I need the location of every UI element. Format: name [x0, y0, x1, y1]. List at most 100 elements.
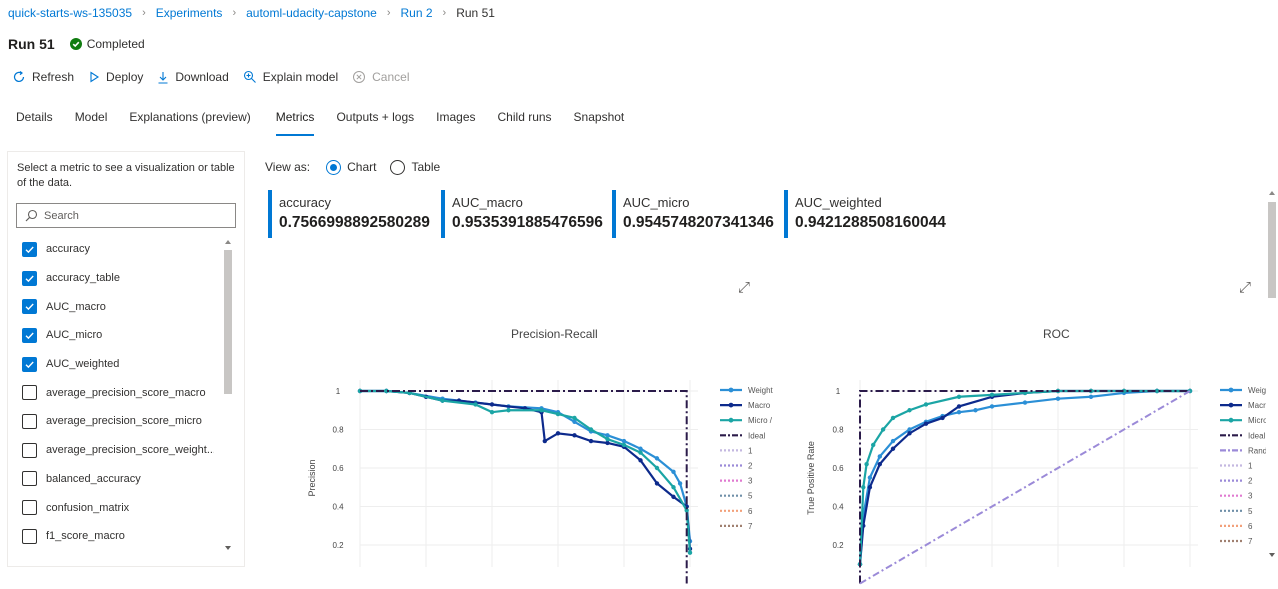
metric-list-item[interactable]: confusion_matrix — [22, 493, 214, 522]
table-radio[interactable] — [390, 159, 406, 175]
y-tick-label: 1 — [336, 387, 341, 396]
series-line — [360, 390, 688, 584]
tab-outputs-logs[interactable]: Outputs + logs — [336, 110, 415, 124]
y-tick-label: 0.4 — [332, 503, 344, 512]
checkmark-icon — [25, 361, 34, 368]
data-point — [956, 394, 962, 399]
data-point — [907, 427, 912, 432]
table-radio-label[interactable]: Table — [411, 160, 441, 174]
explain-model-button[interactable]: Explain model — [243, 70, 338, 84]
metric-checkbox[interactable] — [22, 327, 37, 343]
series-line — [360, 389, 692, 549]
y-tick-label: 1 — [836, 387, 841, 396]
metric-checkbox[interactable] — [22, 385, 37, 401]
metric-list-item[interactable]: AUC_macro — [22, 292, 214, 321]
metric-card-accuracy: accuracy 0.7566998892580289 — [268, 190, 430, 238]
metric-card-label: accuracy — [279, 195, 332, 210]
legend-label: Micro / — [748, 416, 773, 425]
legend-label: 1 — [1248, 462, 1253, 471]
metric-list-item[interactable]: AUC_micro — [22, 321, 214, 350]
metric-checkbox[interactable] — [22, 471, 37, 487]
series-line — [360, 389, 692, 542]
data-point — [1121, 388, 1127, 394]
data-point — [489, 409, 495, 415]
legend-label: Macro — [748, 401, 771, 410]
data-point — [572, 419, 577, 424]
metric-checkbox[interactable] — [22, 356, 37, 372]
tab-details[interactable]: Details — [16, 110, 53, 124]
legend-label: Ideal — [748, 431, 766, 440]
metric-label: AUC_weighted — [46, 358, 120, 371]
status-badge: Completed — [69, 37, 145, 51]
metric-checkbox[interactable] — [22, 413, 37, 429]
series-line — [859, 390, 1190, 584]
data-point — [555, 411, 561, 417]
data-point — [506, 408, 511, 413]
tab-child-runs[interactable]: Child runs — [497, 110, 552, 124]
metric-checkbox[interactable] — [22, 528, 37, 544]
metric-checkbox[interactable] — [22, 442, 37, 458]
tab-model[interactable]: Model — [74, 110, 108, 124]
metric-checkbox[interactable] — [22, 241, 37, 257]
metric-list-item[interactable]: AUC_weighted — [22, 350, 214, 379]
deploy-button[interactable]: Deploy — [88, 70, 143, 84]
metric-list-scrollbar[interactable] — [222, 235, 234, 556]
data-point — [384, 388, 389, 394]
data-point — [880, 427, 886, 432]
search-input[interactable]: Search — [16, 203, 236, 228]
data-point — [1055, 396, 1061, 401]
y-tick-label: 0.2 — [332, 541, 344, 550]
chevron-right-icon: › — [442, 7, 447, 19]
data-point — [654, 456, 660, 461]
breadcrumb-workspace[interactable]: quick-starts-ws-135035 — [8, 6, 133, 20]
metric-list-item[interactable]: f1_score_macro — [22, 522, 214, 551]
expand-icon[interactable]: ⤢ — [738, 279, 751, 296]
metric-list-item[interactable]: accuracy_table — [22, 264, 214, 293]
data-point — [956, 404, 962, 409]
data-point — [864, 461, 869, 467]
tab-metrics[interactable]: Metrics — [275, 110, 314, 136]
data-point — [588, 438, 594, 444]
roc-chart-title: ROC — [1043, 327, 1070, 341]
tab-explanations[interactable]: Explanations (preview) — [129, 110, 251, 124]
tab-snapshot[interactable]: Snapshot — [573, 110, 625, 124]
checkmark-icon — [25, 246, 34, 253]
metric-checkbox[interactable] — [22, 270, 37, 286]
data-point — [1022, 400, 1028, 405]
legend-label: 7 — [1248, 537, 1253, 546]
tab-images[interactable]: Images — [436, 110, 476, 124]
legend-label: 6 — [748, 507, 753, 516]
data-point — [654, 465, 660, 471]
legend-label: Weight — [748, 386, 774, 395]
chart-radio[interactable] — [326, 159, 342, 175]
metric-label: f1_score_macro — [46, 530, 125, 543]
data-point — [907, 408, 912, 413]
metric-list-item[interactable]: average_precision_score_micro — [22, 407, 214, 436]
cancel-button[interactable]: Cancel — [352, 70, 410, 84]
metric-checkbox[interactable] — [22, 299, 37, 315]
title-row: Run 51 Completed — [8, 34, 145, 54]
page-scrollbar[interactable] — [1266, 186, 1278, 567]
data-point — [605, 440, 610, 446]
breadcrumb-experiment[interactable]: automl-udacity-capstone — [246, 6, 377, 20]
refresh-button[interactable]: Refresh — [12, 70, 74, 84]
metric-list-item[interactable]: balanced_accuracy — [22, 465, 214, 494]
chart-radio-label[interactable]: Chart — [347, 160, 377, 174]
data-point — [588, 427, 594, 432]
metric-selector-panel: Select a metric to see a visualization o… — [7, 151, 245, 567]
metric-card-value: 0.9545748207341346 — [623, 214, 774, 231]
data-point — [989, 404, 995, 409]
data-point — [867, 475, 873, 480]
metric-hint: Select a metric to see a visualization o… — [17, 162, 235, 189]
data-point — [890, 446, 896, 451]
metric-checkbox[interactable] — [22, 500, 37, 516]
expand-icon[interactable]: ⤢ — [1239, 279, 1252, 296]
breadcrumb: quick-starts-ws-135035 › Experiments › a… — [8, 0, 495, 26]
breadcrumb-parent-run[interactable]: Run 2 — [400, 6, 433, 20]
download-button[interactable]: Download — [157, 70, 229, 84]
metric-list-item[interactable]: average_precision_score_macro — [22, 378, 214, 407]
metric-list-item[interactable]: average_precision_score_weight... — [22, 436, 214, 465]
breadcrumb-experiments[interactable]: Experiments — [155, 6, 223, 20]
data-point — [555, 431, 561, 436]
metric-list-item[interactable]: accuracy — [22, 235, 214, 264]
